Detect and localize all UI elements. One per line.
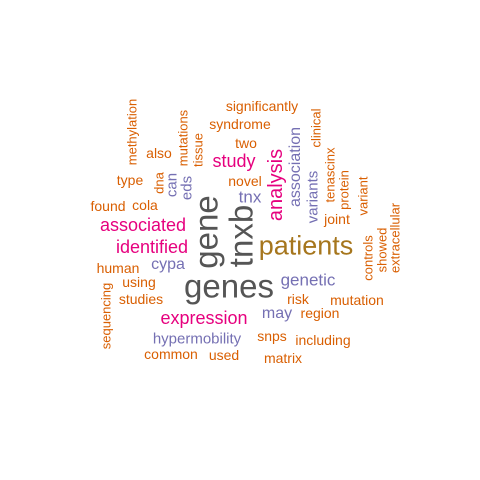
word-variant: variant xyxy=(355,176,371,216)
word-mutation: mutation xyxy=(330,292,384,308)
word-methylation: methylation xyxy=(124,98,140,166)
word-protein: protein xyxy=(336,170,352,210)
word-studies: studies xyxy=(118,291,164,307)
word-common: common xyxy=(144,346,198,362)
word-snps: snps xyxy=(257,328,287,344)
word-cypa: cypa xyxy=(151,256,185,273)
word-risk: risk xyxy=(287,291,309,307)
word-tnxb: tnxb xyxy=(222,204,260,268)
word-gene: gene xyxy=(187,195,225,269)
word-eds: eds xyxy=(178,175,196,201)
word-can: can xyxy=(163,172,181,198)
word-extracellular: extracellular xyxy=(387,202,403,274)
word-patients: patients xyxy=(258,230,354,261)
word-expression: expression xyxy=(160,308,248,328)
word-analysis: analysis xyxy=(265,148,287,222)
word-association: association xyxy=(287,126,304,208)
word-region: region xyxy=(300,305,340,321)
word-used: used xyxy=(208,347,240,363)
word-sequencing: sequencing xyxy=(98,282,114,350)
word-also: also xyxy=(146,145,172,161)
word-may: may xyxy=(261,305,293,322)
word-type: type xyxy=(116,172,144,188)
word-study: study xyxy=(212,151,256,171)
word-identified: identified xyxy=(115,237,189,257)
word-tissue: tissue xyxy=(190,133,206,167)
word-genetic: genetic xyxy=(280,270,336,290)
word-associated: associated xyxy=(99,215,187,235)
word-two: two xyxy=(235,135,257,151)
word-hypermobility: hypermobility xyxy=(152,330,242,348)
word-significantly: significantly xyxy=(225,98,299,114)
word-syndrome: syndrome xyxy=(209,116,271,132)
word-joint: joint xyxy=(324,211,350,227)
word-novel: novel xyxy=(228,173,262,189)
word-using: using xyxy=(122,274,156,290)
word-dna: dna xyxy=(151,172,167,194)
word-human: human xyxy=(96,260,140,276)
word-tenascinx: tenascinx xyxy=(322,147,338,203)
word-tnx: tnx xyxy=(238,187,262,207)
word-controls: controls xyxy=(360,235,376,281)
word-matrix: matrix xyxy=(263,350,303,366)
word-genes: genes xyxy=(184,267,274,305)
word-clinical: clinical xyxy=(308,108,324,148)
word-variants: variants xyxy=(304,170,322,224)
word-including: including xyxy=(295,332,351,348)
word-found: found xyxy=(90,198,126,214)
word-cola: cola xyxy=(132,197,158,213)
word-mutations: mutations xyxy=(175,109,191,167)
